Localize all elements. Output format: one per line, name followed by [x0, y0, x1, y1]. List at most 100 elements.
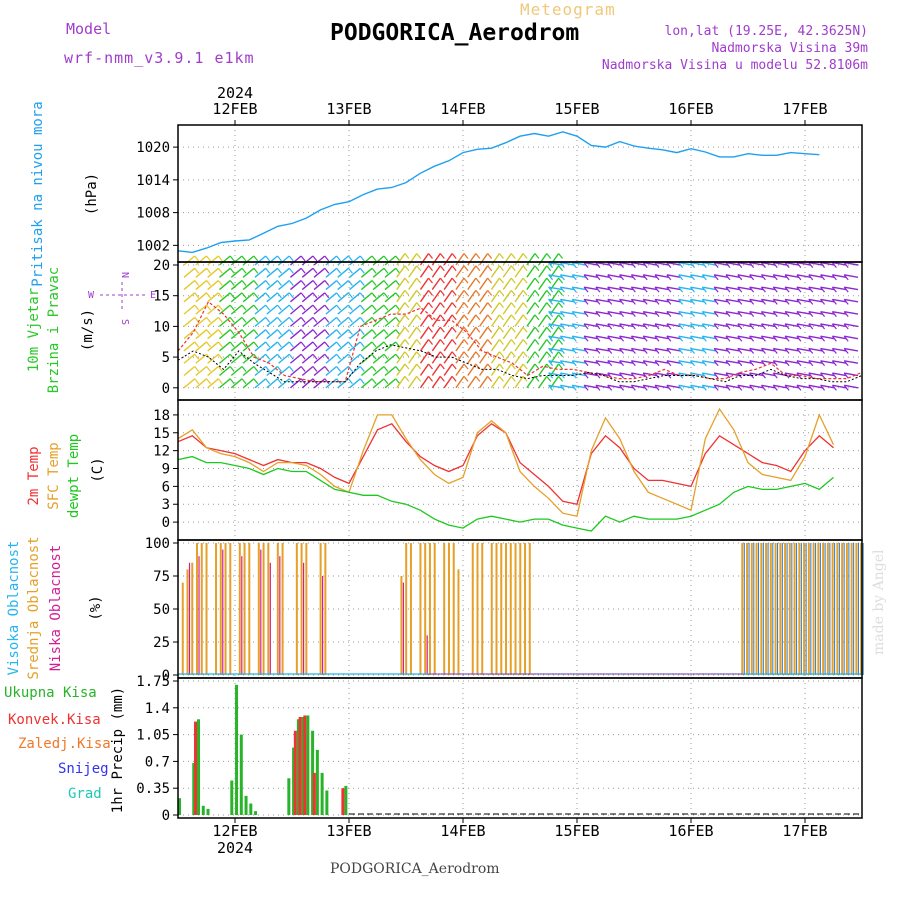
wind-barb-flag	[487, 253, 493, 259]
wind-barb-flag	[808, 335, 814, 342]
wind-barb-flag	[760, 360, 766, 367]
wind-barb	[572, 310, 587, 315]
wind-barb	[714, 347, 729, 352]
wind-barb-flag	[288, 353, 294, 360]
wind-barb	[514, 375, 524, 389]
wind-barb-flag	[416, 277, 422, 284]
wind-barb	[832, 347, 847, 352]
pressure-title: Pritisak na nivou mora	[30, 101, 46, 286]
wind-barb	[242, 255, 255, 266]
wind-barb	[844, 298, 859, 303]
wind-barb-flag	[312, 341, 318, 348]
wind-barb	[548, 347, 563, 352]
wind-barb	[349, 353, 361, 364]
wind-barb-flag	[439, 326, 445, 333]
wind-barb-flag	[288, 304, 294, 311]
wind-barb-flag	[595, 335, 601, 342]
wind-barb-flag	[583, 286, 589, 293]
wind-barb	[325, 267, 338, 278]
wind-barb	[749, 261, 764, 266]
wind-barb	[643, 286, 658, 291]
wind-barb	[183, 365, 196, 377]
wind-barb	[467, 253, 477, 266]
wind-barb-flag	[312, 353, 318, 360]
precip-conv-bar	[312, 772, 316, 815]
wind-barb-flag	[725, 274, 731, 281]
precip-conv-bar	[298, 716, 302, 815]
elevation-label: Nadmorska Visina 39m	[711, 41, 868, 56]
wind-barb	[266, 316, 278, 327]
wind-barb	[479, 253, 489, 266]
wind-barb-flag	[359, 292, 365, 299]
wind-barb	[372, 280, 385, 291]
wind-barb	[183, 329, 196, 340]
wind-barb-flag	[416, 289, 422, 296]
wind-barb	[502, 363, 512, 376]
wind-barb	[266, 304, 278, 315]
wind-barb	[761, 335, 776, 340]
wind-barb-flag	[253, 255, 259, 262]
wind-barb-flag	[522, 289, 528, 296]
wind-barb-flag	[522, 326, 528, 333]
wind-barb	[207, 255, 219, 266]
wind-barb-flag	[206, 304, 212, 311]
ytick-label: 1.4	[145, 701, 170, 717]
precip-total-bar	[192, 762, 196, 815]
wind-barb-flag	[701, 274, 707, 281]
wind-barb-flag	[463, 265, 469, 272]
wind-barb-flag	[678, 323, 684, 330]
wind-barb	[820, 360, 835, 364]
wind-barb	[749, 298, 764, 303]
wind-barb-flag	[595, 323, 601, 330]
wind-barb-flag	[522, 277, 528, 284]
wind-barb-flag	[451, 375, 457, 382]
wind-barb	[502, 351, 512, 364]
wind-barb	[808, 323, 823, 328]
wind-barb	[631, 261, 646, 266]
wind-barb	[467, 375, 477, 389]
wind-barb	[278, 365, 290, 377]
compass-e: E	[150, 290, 156, 301]
temp-title-sfc: SFC Temp	[46, 442, 62, 509]
wind-barb	[595, 274, 610, 278]
wind-barb	[690, 286, 705, 291]
wind-barb-flag	[534, 351, 540, 358]
wind-barb-flag	[772, 372, 778, 379]
wind-barb-flag	[194, 255, 200, 262]
wind-barb	[526, 253, 536, 266]
wind-barb-flag	[451, 289, 457, 296]
temp-title-dewpt: dewpt Temp	[66, 434, 82, 518]
wind-barb	[725, 286, 740, 291]
wind-barb	[666, 261, 681, 266]
wind-barb	[490, 326, 501, 340]
wind-barb	[207, 267, 219, 278]
wind-barb-flag	[312, 329, 318, 336]
wind-barb-flag	[546, 351, 552, 358]
wind-barb-flag	[654, 299, 660, 305]
wind-barb	[396, 339, 406, 352]
wind-barb	[219, 329, 231, 340]
wind-barb-flag	[558, 375, 564, 382]
wind-barb	[796, 286, 811, 291]
wind-barb	[242, 267, 255, 278]
wind-barb	[443, 339, 453, 352]
wind-barb	[832, 384, 847, 389]
wind-barb-flag	[395, 304, 401, 311]
wind-barb-flag	[347, 280, 353, 286]
wind-barb-flag	[359, 366, 365, 372]
wind-barb	[419, 326, 430, 340]
wind-barb-flag	[336, 280, 342, 286]
wind-barb-flag	[642, 335, 648, 342]
wind-barb-flag	[690, 274, 695, 281]
wind-barb	[455, 277, 465, 290]
wind-barb	[325, 378, 338, 389]
wind-barb	[396, 363, 406, 376]
wind-barb-flag	[583, 262, 589, 268]
wind-barb-flag	[312, 255, 318, 262]
wind-barb-flag	[277, 366, 282, 372]
wind-barb-flag	[666, 335, 672, 342]
wind-barb	[690, 261, 705, 266]
wind-barb	[514, 277, 524, 290]
wind-barb-flag	[583, 384, 589, 391]
wind-barb	[443, 363, 453, 376]
